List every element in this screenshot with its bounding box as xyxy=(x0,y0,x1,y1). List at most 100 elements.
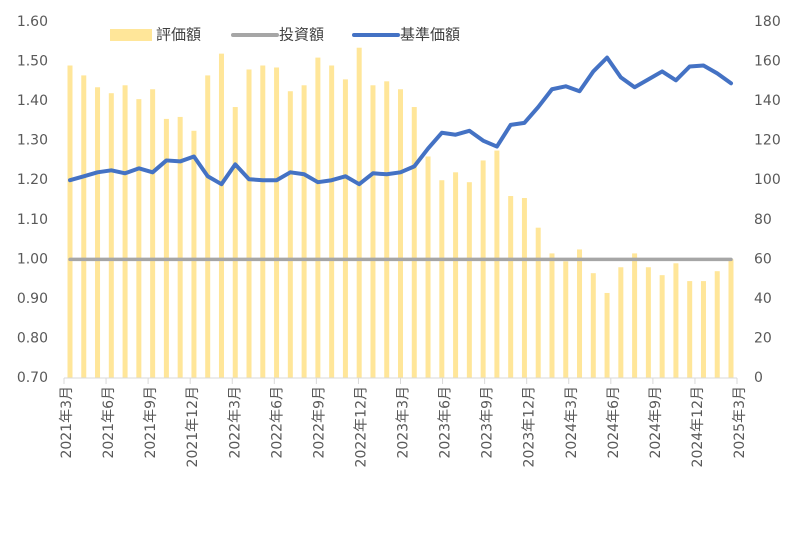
bar-29 xyxy=(466,182,472,378)
bar-33 xyxy=(521,198,527,378)
left-tick-label-4: 1.10 xyxy=(17,212,48,228)
bar-31 xyxy=(494,150,500,378)
x-tick-label-2: 2021年9月 xyxy=(143,386,159,459)
bar-34 xyxy=(535,227,541,378)
bar-7 xyxy=(163,118,169,378)
bar-41 xyxy=(632,253,638,378)
left-tick-label-9: 1.60 xyxy=(17,14,48,30)
bar-2 xyxy=(95,87,101,379)
x-tick-label-15: 2024年12月 xyxy=(690,386,706,467)
bar-12 xyxy=(232,107,238,378)
left-tick-label-8: 1.50 xyxy=(17,54,48,70)
x-tick-label-3: 2021年12月 xyxy=(185,386,201,467)
bar-30 xyxy=(480,160,486,378)
bar-45 xyxy=(687,281,693,378)
x-tick-label-14: 2024年9月 xyxy=(648,386,664,459)
legend-swatch-0 xyxy=(110,29,152,41)
right-tick-label-2: 40 xyxy=(754,291,772,307)
bar-25 xyxy=(411,107,417,378)
legend-item-0: 評価額 xyxy=(110,26,201,44)
bar-19 xyxy=(329,65,335,378)
bar-1 xyxy=(81,75,87,379)
bar-46 xyxy=(700,281,706,378)
bar-13 xyxy=(246,69,252,378)
bar-3 xyxy=(108,93,114,378)
bar-0 xyxy=(67,65,73,378)
bar-15 xyxy=(274,67,280,379)
x-tick-label-13: 2024年6月 xyxy=(606,386,622,459)
legend-label-2: 基準価額 xyxy=(400,26,460,44)
left-tick-label-0: 0.70 xyxy=(17,370,48,386)
left-tick-label-6: 1.30 xyxy=(17,133,48,149)
x-tick-label-11: 2023年12月 xyxy=(522,386,538,467)
bar-28 xyxy=(453,172,459,378)
bar-35 xyxy=(549,253,555,378)
x-tick-label-4: 2022年3月 xyxy=(227,386,243,459)
legend-label-0: 評価額 xyxy=(156,26,201,44)
bar-37 xyxy=(577,249,583,378)
bar-9 xyxy=(191,130,197,378)
bar-44 xyxy=(673,263,679,378)
bar-22 xyxy=(370,85,376,378)
bar-6 xyxy=(150,89,156,379)
legend-item-2: 基準価額 xyxy=(352,26,460,44)
bar-5 xyxy=(136,99,142,378)
bar-26 xyxy=(425,156,431,378)
bar-4 xyxy=(122,85,128,378)
bar-38 xyxy=(590,273,596,378)
legend-label-1: 投資額 xyxy=(279,26,324,44)
lines-layer xyxy=(68,55,733,262)
bar-36 xyxy=(563,261,569,378)
legend: 評価額 投資額 基準価額 xyxy=(110,26,460,44)
bar-27 xyxy=(439,180,445,378)
right-tick-label-9: 180 xyxy=(754,14,781,30)
x-tick-label-8: 2023年3月 xyxy=(396,386,412,459)
x-tick-label-10: 2023年9月 xyxy=(480,386,496,459)
x-tick-label-6: 2022年9月 xyxy=(311,386,327,459)
bar-21 xyxy=(356,47,362,379)
bar-17 xyxy=(301,85,307,378)
bar-32 xyxy=(508,196,514,378)
left-tick-label-1: 0.80 xyxy=(17,330,48,346)
x-tick-label-7: 2022年12月 xyxy=(353,386,369,467)
axes-layer: 2021年3月 2021年6月 2021年9月 2021年12月 2022年3月 2022… xyxy=(17,14,781,467)
left-tick-label-2: 0.90 xyxy=(17,291,48,307)
left-tick-label-5: 1.20 xyxy=(17,172,48,188)
bar-10 xyxy=(205,75,211,379)
bar-8 xyxy=(177,116,183,379)
right-tick-label-6: 120 xyxy=(754,133,781,149)
right-tick-label-3: 60 xyxy=(754,251,772,267)
x-tick-label-1: 2021年6月 xyxy=(101,386,117,459)
bar-20 xyxy=(342,79,348,379)
right-tick-label-8: 160 xyxy=(754,54,781,70)
x-tick-label-0: 2021年3月 xyxy=(59,386,75,459)
right-tick-label-5: 100 xyxy=(754,172,781,188)
right-tick-label-4: 80 xyxy=(754,212,772,228)
bar-48 xyxy=(728,259,734,378)
bar-11 xyxy=(218,53,224,378)
x-tick-label-12: 2024年3月 xyxy=(564,386,580,459)
x-tick-label-9: 2023年6月 xyxy=(438,386,454,459)
bar-18 xyxy=(315,57,321,378)
bar-40 xyxy=(618,267,624,378)
x-tick-label-16: 2025年3月 xyxy=(732,386,748,459)
left-tick-label-7: 1.40 xyxy=(17,93,48,109)
right-tick-label-0: 0 xyxy=(754,370,763,386)
series-line-1 xyxy=(68,55,733,187)
right-tick-label-7: 140 xyxy=(754,93,781,109)
right-tick-label-1: 20 xyxy=(754,330,772,346)
left-tick-label-3: 1.00 xyxy=(17,251,48,267)
bar-24 xyxy=(398,89,403,379)
bar-16 xyxy=(287,91,293,378)
bar-14 xyxy=(260,65,266,378)
bar-43 xyxy=(659,275,665,378)
bar-39 xyxy=(604,292,610,378)
x-tick-label-5: 2022年6月 xyxy=(269,386,285,459)
bars-layer xyxy=(67,47,734,379)
bar-47 xyxy=(714,271,720,378)
bar-23 xyxy=(384,81,390,378)
bar-42 xyxy=(645,267,651,378)
legend-item-1: 投資額 xyxy=(231,26,324,44)
